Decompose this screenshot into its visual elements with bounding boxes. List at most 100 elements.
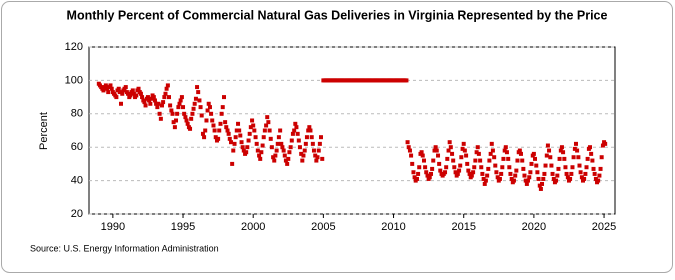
point bbox=[292, 128, 297, 133]
point bbox=[559, 145, 564, 150]
point bbox=[563, 165, 568, 170]
point bbox=[267, 128, 272, 133]
point bbox=[538, 186, 543, 191]
point bbox=[261, 135, 266, 140]
point bbox=[482, 181, 487, 186]
point bbox=[488, 151, 493, 156]
point bbox=[523, 178, 528, 183]
point bbox=[497, 176, 502, 181]
point bbox=[534, 163, 539, 168]
point bbox=[316, 148, 321, 153]
point bbox=[301, 153, 306, 158]
point bbox=[172, 125, 177, 130]
point bbox=[565, 175, 570, 180]
point bbox=[149, 96, 154, 101]
point bbox=[158, 116, 163, 121]
point bbox=[429, 171, 434, 176]
point bbox=[545, 143, 550, 148]
point bbox=[181, 105, 186, 110]
point bbox=[579, 175, 584, 180]
point bbox=[311, 148, 316, 153]
point bbox=[147, 98, 152, 103]
point bbox=[195, 85, 200, 90]
point bbox=[200, 131, 205, 136]
point bbox=[447, 140, 452, 145]
x-tick-label: 2005 bbox=[311, 221, 335, 233]
point bbox=[461, 141, 466, 146]
point bbox=[487, 158, 492, 163]
point bbox=[281, 148, 286, 153]
point bbox=[257, 153, 262, 158]
point bbox=[585, 156, 590, 161]
point bbox=[556, 166, 561, 171]
y-tick-label: 60 bbox=[71, 141, 83, 153]
point bbox=[572, 146, 577, 151]
point bbox=[273, 153, 278, 158]
point bbox=[241, 148, 246, 153]
point bbox=[472, 165, 477, 170]
point bbox=[265, 115, 270, 120]
point bbox=[260, 143, 265, 148]
point bbox=[212, 128, 217, 133]
point bbox=[211, 123, 216, 128]
point bbox=[443, 170, 448, 175]
point bbox=[232, 141, 237, 146]
point bbox=[170, 111, 175, 116]
point bbox=[478, 158, 483, 163]
point bbox=[603, 141, 608, 146]
point bbox=[517, 148, 522, 153]
point bbox=[525, 178, 530, 183]
point bbox=[502, 148, 507, 153]
point bbox=[315, 155, 320, 160]
point bbox=[515, 158, 520, 163]
point bbox=[219, 111, 224, 116]
point bbox=[433, 145, 438, 150]
point bbox=[448, 145, 453, 150]
point bbox=[286, 156, 291, 161]
source: Source: U.S. Energy Information Administ… bbox=[30, 243, 219, 253]
point bbox=[218, 121, 223, 126]
point bbox=[264, 123, 269, 128]
point bbox=[248, 125, 253, 130]
point bbox=[239, 140, 244, 145]
point bbox=[577, 163, 582, 168]
point bbox=[206, 101, 211, 106]
point bbox=[300, 158, 305, 163]
point bbox=[198, 105, 203, 110]
point bbox=[269, 145, 274, 150]
point bbox=[230, 161, 235, 166]
point bbox=[161, 100, 166, 105]
point bbox=[203, 128, 208, 133]
point bbox=[245, 145, 250, 150]
point bbox=[220, 105, 225, 110]
point bbox=[157, 111, 162, 116]
point bbox=[240, 145, 245, 150]
plot-border bbox=[88, 46, 616, 215]
point bbox=[507, 165, 512, 170]
point bbox=[188, 126, 193, 131]
point bbox=[118, 101, 123, 106]
point bbox=[155, 105, 160, 110]
point bbox=[295, 131, 300, 136]
point bbox=[409, 153, 414, 158]
point bbox=[303, 141, 308, 146]
point bbox=[177, 101, 182, 106]
point bbox=[489, 141, 494, 146]
point bbox=[280, 145, 285, 150]
point bbox=[462, 148, 467, 153]
point bbox=[419, 150, 424, 155]
chart-title: Monthly Percent of Commercial Natural Ga… bbox=[67, 8, 608, 22]
point bbox=[465, 161, 470, 166]
point bbox=[254, 141, 259, 146]
point bbox=[473, 158, 478, 163]
point bbox=[464, 153, 469, 158]
point bbox=[474, 150, 479, 155]
point bbox=[549, 163, 554, 168]
point bbox=[557, 156, 562, 161]
point bbox=[166, 95, 171, 100]
point bbox=[407, 148, 412, 153]
point bbox=[191, 106, 196, 111]
point bbox=[259, 150, 264, 155]
point bbox=[417, 165, 422, 170]
point bbox=[466, 168, 471, 173]
